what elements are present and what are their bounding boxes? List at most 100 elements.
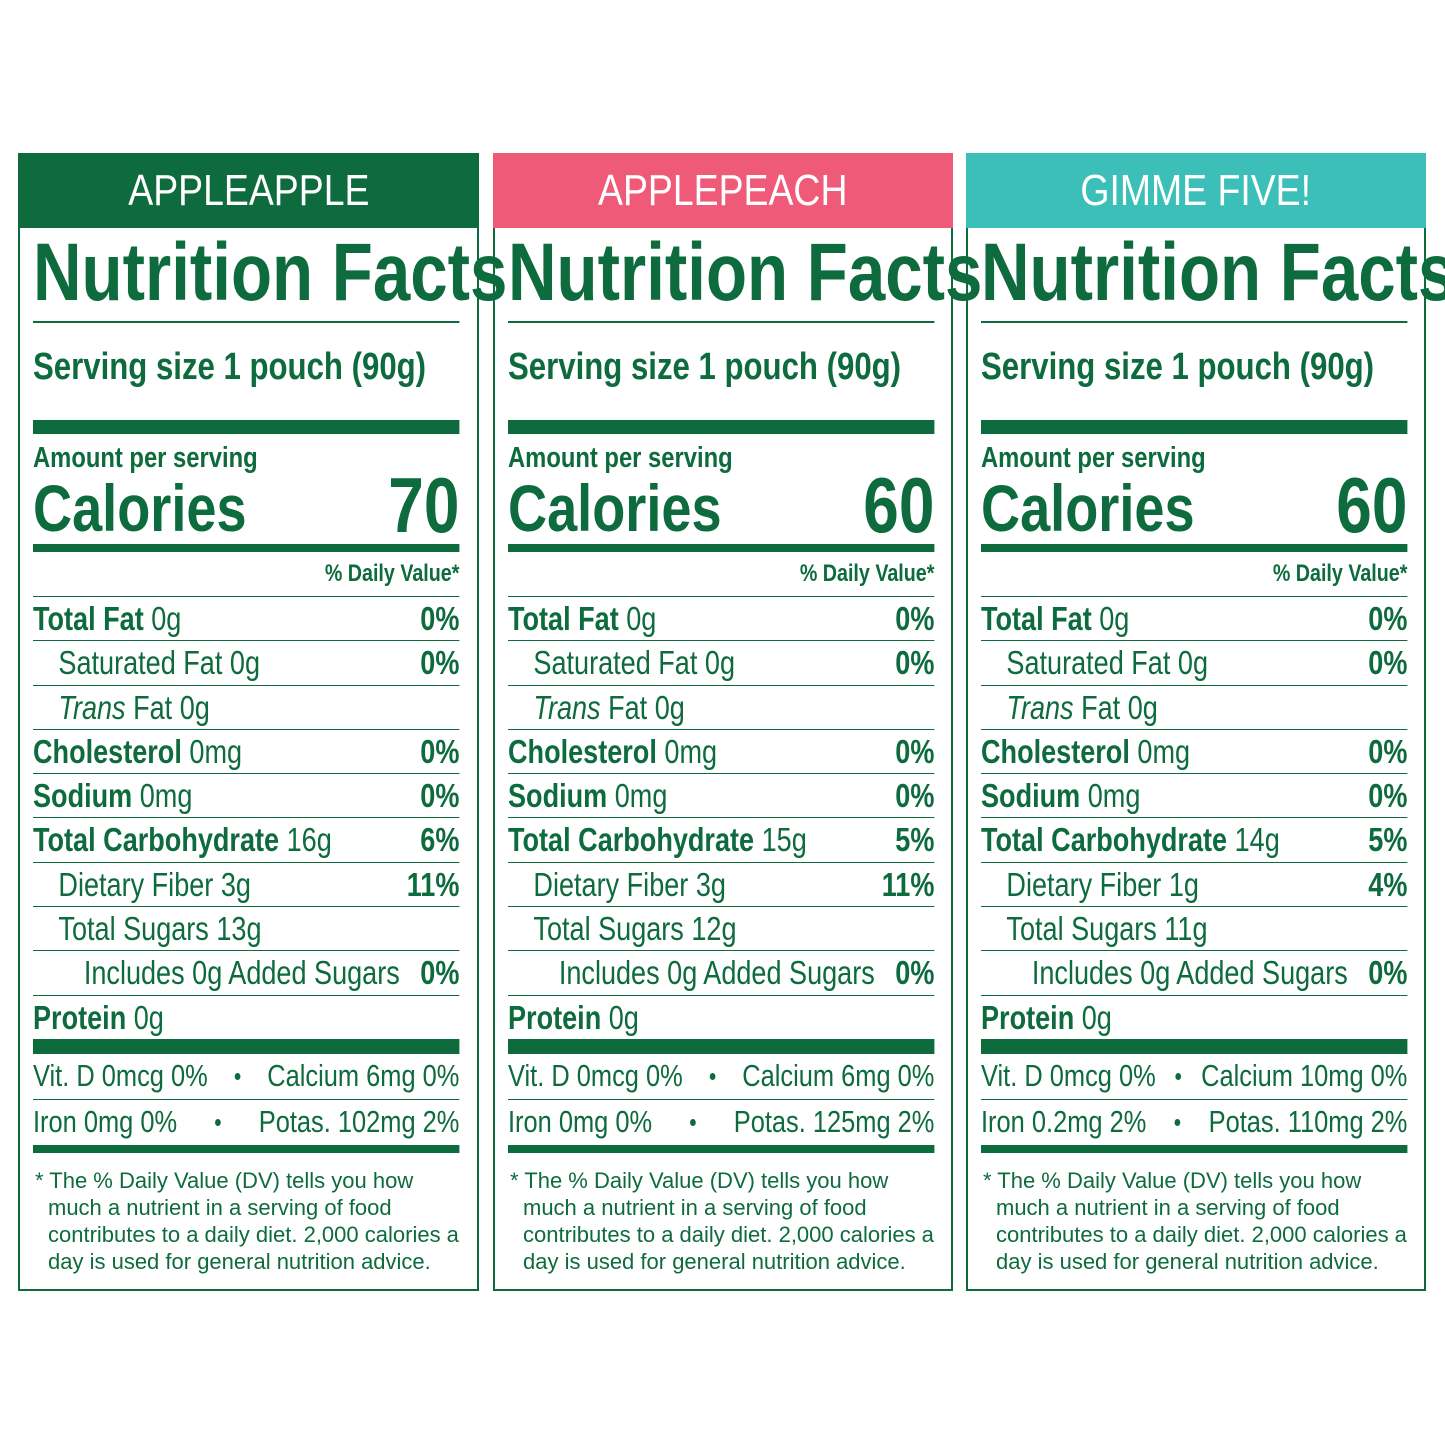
nutrient-label: Total Fat xyxy=(508,600,619,637)
nutrient: Cholesterol 0mg xyxy=(508,730,717,773)
nutrient-amount: 0mg xyxy=(664,732,718,770)
daily-value: 0% xyxy=(420,600,460,637)
medium-rule xyxy=(981,1144,1408,1153)
nutrient-amount: 16g xyxy=(286,821,332,859)
nutrient-label: Dietary Fiber xyxy=(58,865,214,903)
nutrient: Total Sugars 12g xyxy=(508,907,736,950)
calories-label: Calories xyxy=(33,471,247,545)
nutrient-row: Cholesterol 0mg 0% xyxy=(33,730,460,775)
panel-header: GIMME FIVE! xyxy=(966,153,1426,228)
nutrient-amount: 15g xyxy=(761,821,807,859)
amount-per-serving: Amount per serving xyxy=(508,442,733,474)
vitamin: Potas. 125mg 2% xyxy=(733,1104,935,1140)
nutrient-row: Protein 0g xyxy=(981,996,1407,1039)
nutrient-label: Includes 0g Added Sugars xyxy=(83,954,400,992)
nutrient-row: Dietary Fiber 3g 11% xyxy=(508,863,935,908)
nutrient-amount: 0g xyxy=(704,644,736,682)
panel-header: APPLEPEACH xyxy=(493,153,953,228)
nutrient-amount: 0mg xyxy=(1137,732,1191,770)
nutrient-label: Protein xyxy=(33,998,127,1036)
vitamin: Calcium 6mg 0% xyxy=(742,1058,935,1094)
panel-header: APPLEAPPLE xyxy=(18,153,479,228)
nutrient-amount: 0g xyxy=(1099,600,1130,637)
dv-header: % Daily Value* xyxy=(508,552,935,597)
vitamin: Vit. D 0mcg 0% xyxy=(981,1058,1156,1094)
nutrient: Saturated Fat 0g xyxy=(508,641,735,684)
daily-value: 0% xyxy=(895,644,935,682)
vitamin-row: Vit. D 0mcg 0% Calcium 10mg 0% xyxy=(981,1054,1408,1100)
vitamin-row: Iron 0mg 0% Potas. 125mg 2% xyxy=(508,1100,934,1145)
nutrient-row: Total Carbohydrate 15g 5% xyxy=(508,818,935,863)
nutrient-label: Total Sugars xyxy=(1006,910,1157,948)
nutrient-row: Includes 0g Added Sugars 0% xyxy=(508,951,935,996)
label-content: Nutrition Facts Serving size 1 pouch (90g… xyxy=(981,228,1445,1153)
nutrient-amount: 0mg xyxy=(614,777,668,815)
medium-rule xyxy=(33,544,460,552)
calories-row: Calories 60 xyxy=(508,461,935,549)
nutrient-amount: 0g xyxy=(626,600,657,637)
nutrient: Total Carbohydrate 14g xyxy=(981,818,1280,861)
nutrient-amount: 1g xyxy=(1168,865,1199,903)
nutrient-row: Protein 0g xyxy=(508,996,934,1039)
nutrient-label: Sodium xyxy=(508,777,608,815)
daily-value: 0% xyxy=(895,732,935,770)
nutrient-amount: 3g xyxy=(220,865,251,903)
nutrient-label: Protein xyxy=(981,998,1075,1036)
nutrition-panel: APPLEAPPLE Nutrition Facts Serving size 1 … xyxy=(18,153,507,1291)
thick-rule xyxy=(33,1038,460,1054)
header-text: GIMME FIVE! xyxy=(1080,165,1312,215)
thick-rule xyxy=(508,420,935,434)
daily-value: 0% xyxy=(420,777,460,815)
medium-rule xyxy=(33,1144,460,1153)
nutrient-amount: 0mg xyxy=(139,777,193,815)
nutrient-amount: 3g xyxy=(695,865,726,903)
nutrient-row: Total Fat 0g 0% xyxy=(981,597,1408,642)
medium-rule xyxy=(508,1144,935,1153)
nutrient: Cholesterol 0mg xyxy=(33,730,242,773)
nutrient-amount: 0g xyxy=(1081,998,1112,1036)
label-content: Nutrition Facts Serving size 1 pouch (90g… xyxy=(508,228,982,1153)
nutrient-label: Total Sugars xyxy=(58,910,209,948)
vitamin-row: Iron 0mg 0% Potas. 102mg 2% xyxy=(33,1100,459,1145)
daily-value: 0% xyxy=(1368,954,1408,992)
nutrient-row: Includes 0g Added Sugars 0% xyxy=(981,951,1408,996)
serving-size: Serving size 1 pouch (90g) xyxy=(33,346,427,388)
daily-value: 5% xyxy=(1368,821,1408,859)
nutrient-row: Includes 0g Added Sugars 0% xyxy=(33,951,460,996)
nutrient: Protein 0g xyxy=(508,996,639,1039)
nutrient-row: Total Sugars 11g xyxy=(981,907,1408,952)
thick-rule xyxy=(981,420,1408,434)
nutrient-label: Sodium xyxy=(981,777,1081,815)
calories-row: Calories 70 xyxy=(33,461,460,549)
bullet xyxy=(690,1118,696,1126)
nutrient-row: Dietary Fiber 1g 4% xyxy=(981,863,1408,908)
daily-value: 0% xyxy=(1368,777,1408,815)
vitamin: Potas. 110mg 2% xyxy=(1208,1104,1408,1140)
daily-value: 4% xyxy=(1368,865,1408,903)
footnote: * The % Daily Value (DV) tells you how m… xyxy=(510,1168,934,1274)
nutrient: Total Carbohydrate 16g xyxy=(33,818,332,861)
nutrient-amount: 0g xyxy=(654,688,685,726)
serving-size: Serving size 1 pouch (90g) xyxy=(508,346,902,388)
nutrient-amount: 0g xyxy=(229,644,261,682)
calories-value: 70 xyxy=(388,461,460,549)
label-content: Nutrition Facts Serving size 1 pouch (90g… xyxy=(33,228,507,1153)
nutrient: Saturated Fat 0g xyxy=(981,641,1208,684)
nutrient-row: Saturated Fat 0g 0% xyxy=(33,641,460,686)
serving-size: Serving size 1 pouch (90g) xyxy=(981,346,1375,388)
amount-per-serving: Amount per serving xyxy=(981,442,1206,474)
vitamin: Calcium 6mg 0% xyxy=(267,1058,460,1094)
nutrient-label: Total Sugars xyxy=(533,910,684,948)
calories-value: 60 xyxy=(863,461,935,549)
nutrient-label: Trans Fat xyxy=(58,688,173,726)
nutrient-row: Trans Fat 0g xyxy=(33,686,460,730)
nutrient: Total Fat 0g xyxy=(508,597,656,640)
nutrient-row: Total Carbohydrate 14g 5% xyxy=(981,818,1408,863)
nutrient: Sodium 0mg xyxy=(33,774,192,817)
daily-value: 11% xyxy=(406,865,460,903)
nutrient-row: Sodium 0mg 0% xyxy=(981,774,1408,819)
nutrient-label: Cholesterol xyxy=(508,732,657,770)
nutrient-label: Protein xyxy=(508,998,602,1036)
vitamin: Iron 0mg 0% xyxy=(33,1104,178,1140)
